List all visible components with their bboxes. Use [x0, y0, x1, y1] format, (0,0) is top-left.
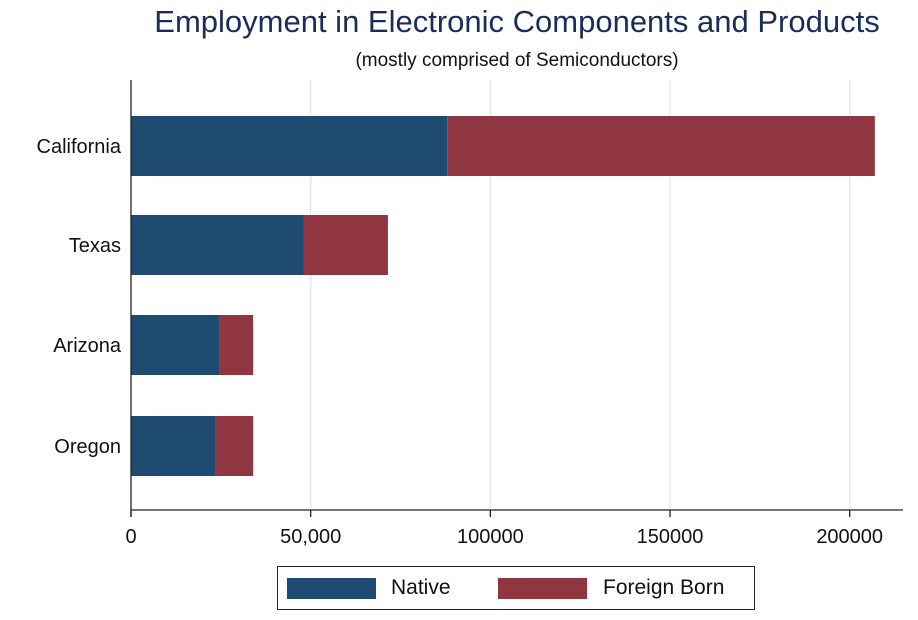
- legend-swatch-native: [287, 578, 376, 599]
- legend-label-native: Native: [391, 576, 451, 599]
- x-tick-label-0: 0: [125, 526, 136, 548]
- legend-swatch-foreign-born: [498, 578, 587, 599]
- bar-california-native: [131, 116, 448, 176]
- category-label-california: California: [37, 136, 122, 158]
- x-tick-label-2: 100000: [457, 526, 524, 548]
- chart-subtitle: (mostly comprised of Semiconductors): [355, 50, 679, 71]
- category-label-oregon: Oregon: [54, 436, 121, 458]
- bar-texas-native: [131, 215, 304, 275]
- x-tick-label-1: 50,000: [280, 526, 341, 548]
- category-label-arizona: Arizona: [53, 335, 122, 357]
- bar-texas-foreign-born: [303, 215, 388, 275]
- x-tick-label-3: 150000: [637, 526, 704, 548]
- chart-legend: Native Foreign Born: [277, 566, 755, 610]
- chart-title: Employment in Electronic Components and …: [154, 4, 880, 39]
- legend-label-foreign-born: Foreign Born: [603, 576, 725, 599]
- bar-oregon-foreign-born: [215, 416, 254, 476]
- bar-california-foreign-born: [447, 116, 875, 176]
- bar-oregon-native: [131, 416, 216, 476]
- bar-arizona-native: [131, 315, 220, 375]
- x-tick-label-4: 200000: [816, 526, 883, 548]
- bar-arizona-foreign-born: [219, 315, 254, 375]
- category-label-texas: Texas: [69, 235, 121, 257]
